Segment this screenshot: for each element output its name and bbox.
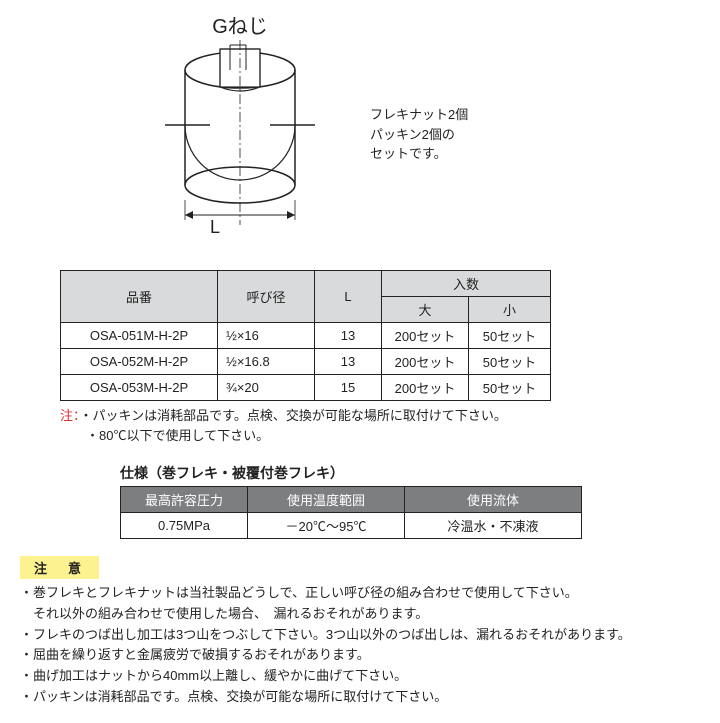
note-block: 注：・パッキンは消耗部品です。点検、交換が可能な場所に取付けて下さい。: [60, 406, 700, 426]
caution-line: それ以外の組み合わせで使用した場合、 漏れるおそれがあります。: [20, 604, 700, 625]
diagram-area: Gねじ L フレキナット2個 パッキン2個の セットです: [140, 15, 700, 245]
th-part-no: 品番: [61, 271, 218, 323]
caption-line: フレキナット2個: [370, 105, 468, 125]
caution-line: ・巻フレキとフレキナットは当社製品どうしで、正しい呼び径の組み合わせで使用して下…: [20, 583, 700, 604]
note-text: ・パッキンは消耗部品です。点検、交換が可能な場所に取付けて下さい。: [80, 408, 507, 423]
th-size: 呼び径: [218, 271, 315, 323]
caption-line: セットです。: [370, 144, 468, 164]
th-temp: 使用温度範囲: [248, 487, 405, 513]
dim-L-label: L: [210, 217, 220, 237]
caution-line: ・屈曲を繰り返すと金属疲労で破損するおそれがあります。: [20, 645, 700, 666]
th-qty: 入数: [382, 271, 551, 297]
table-row: OSA-051M-H-2P ½×16 13 200セット 50セット: [61, 323, 551, 349]
th-pressure: 最高許容圧力: [121, 487, 248, 513]
caution-list: ・巻フレキとフレキナットは当社製品どうしで、正しい呼び径の組み合わせで使用して下…: [20, 583, 700, 708]
caution-line: ・パッキンは消耗部品です。点検、交換が可能な場所に取付けて下さい。: [20, 687, 700, 708]
caution-line: ・曲げ加工はナットから40mm以上離し、緩やかに曲げて下さい。: [20, 666, 700, 687]
table-row: OSA-053M-H-2P ¾×20 15 200セット 50セット: [61, 375, 551, 401]
note-text: ・80℃以下で使用して下さい。: [86, 426, 700, 446]
th-fluid: 使用流体: [405, 487, 582, 513]
table-row: OSA-052M-H-2P ½×16.8 13 200セット 50セット: [61, 349, 551, 375]
note-label: 注：: [60, 408, 80, 423]
th-L: L: [315, 271, 382, 323]
spec-heading: 仕様（巻フレキ・被覆付巻フレキ）: [120, 463, 700, 483]
spec-table: 最高許容圧力 使用温度範囲 使用流体 0.75MPa －20℃～95℃ 冷温水・…: [120, 486, 582, 539]
th-qty-small: 小: [469, 297, 551, 323]
g-thread-label: Gねじ: [212, 16, 268, 38]
diagram-caption: フレキナット2個 パッキン2個の セットです。: [370, 105, 468, 164]
product-table: 品番 呼び径 L 入数 大 小 OSA-051M-H-2P ½×16 13 20…: [60, 270, 551, 401]
caption-line: パッキン2個の: [370, 125, 468, 145]
caution-label: 注 意: [20, 556, 99, 579]
caution-line: ・フレキのつば出し加工は3つ山をつぶして下さい。3つ山以外のつば出しは、漏れるお…: [20, 625, 700, 646]
table-row: 0.75MPa －20℃～95℃ 冷温水・不凍液: [121, 513, 582, 539]
th-qty-large: 大: [382, 297, 469, 323]
nut-diagram: Gねじ L: [140, 15, 340, 245]
